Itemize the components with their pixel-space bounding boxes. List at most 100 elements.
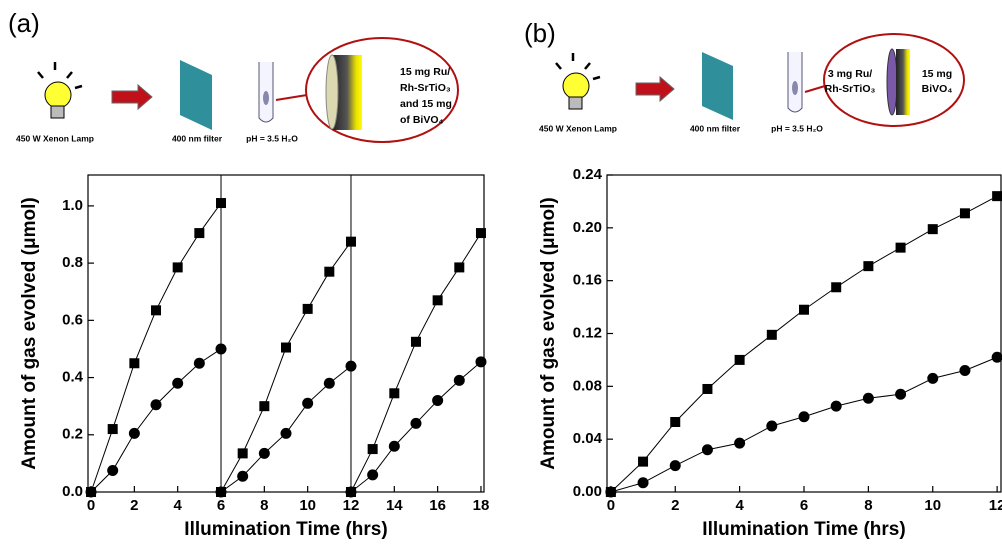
- marker: [475, 356, 487, 368]
- marker: [388, 440, 400, 452]
- y-axis-label: Amount of gas evolved (μmol): [538, 197, 559, 469]
- y-tick-label: 0.12: [573, 324, 602, 341]
- marker: [193, 357, 205, 369]
- marker: [281, 342, 291, 353]
- y-axis-label: Amount of gas evolved (μmol): [19, 197, 40, 469]
- marker: [302, 303, 313, 314]
- marker: [216, 198, 227, 209]
- marker: [830, 400, 842, 412]
- marker: [862, 392, 874, 404]
- x-tick-label: 2: [130, 497, 138, 514]
- marker: [280, 427, 292, 439]
- x-tick-label: 0: [87, 497, 95, 514]
- x-tick-label: 12: [989, 497, 1002, 514]
- solution-label: pH = 3.5 H₂O: [771, 123, 823, 133]
- marker: [151, 305, 162, 316]
- x-tick-label: 6: [800, 497, 808, 514]
- x-tick-label: 4: [735, 497, 744, 514]
- series-line: [610, 195, 998, 493]
- x-axis-label: Illumination Time (hrs): [702, 519, 905, 540]
- marker: [734, 354, 745, 365]
- marker: [766, 329, 777, 340]
- x-tick-label: 16: [429, 497, 446, 514]
- marker: [927, 372, 939, 384]
- bubble-text: Rh-SrTiO₃: [400, 82, 451, 94]
- bubble-text: BiVO₄: [922, 83, 953, 95]
- bubble-text: of BiVO₄: [400, 114, 444, 126]
- y-tick-label: 0.8: [62, 254, 83, 271]
- marker: [129, 358, 140, 369]
- bubble-text: 15 mg Ru/: [400, 66, 450, 78]
- panel-label: (b): [524, 18, 556, 48]
- marker: [85, 486, 97, 498]
- marker: [237, 470, 249, 482]
- series-line: [90, 348, 482, 494]
- marker: [605, 486, 617, 498]
- marker: [324, 266, 335, 277]
- x-tick-label: 8: [260, 497, 268, 514]
- x-tick-label: 0: [607, 497, 615, 514]
- marker: [323, 377, 335, 389]
- marker: [367, 444, 378, 455]
- marker: [475, 228, 486, 239]
- y-tick-label: 1.0: [62, 197, 83, 214]
- plot-frame: [606, 174, 1002, 493]
- marker: [194, 228, 205, 239]
- bubble-text: 15 mg: [922, 68, 952, 80]
- x-tick-label: 6: [217, 497, 225, 514]
- bubble-text: and 15 mg: [400, 98, 452, 110]
- y-tick-label: 0.00: [573, 483, 602, 500]
- solution-label: pH = 3.5 H₂O: [246, 133, 298, 143]
- schematic-b: (b) 450 W Xenon Lamp 400 nm filter pH = …: [524, 18, 965, 133]
- marker: [302, 397, 314, 409]
- marker: [895, 242, 906, 253]
- marker: [638, 456, 649, 467]
- marker: [107, 465, 119, 477]
- marker: [701, 444, 713, 456]
- x-tick-label: 2: [671, 497, 679, 514]
- y-tick-label: 0.0: [62, 483, 83, 500]
- marker: [959, 208, 970, 219]
- x-tick-label: 10: [924, 497, 941, 514]
- lamp-label: 450 W Xenon Lamp: [16, 133, 94, 143]
- marker: [345, 360, 357, 372]
- x-tick-label: 10: [299, 497, 316, 514]
- marker: [367, 469, 379, 481]
- marker: [927, 224, 938, 235]
- marker: [432, 394, 444, 406]
- marker: [150, 399, 162, 411]
- bubble-text: 3 mg Ru/: [828, 68, 872, 80]
- marker: [670, 416, 681, 427]
- marker: [345, 236, 356, 247]
- y-tick-label: 0.16: [573, 272, 602, 289]
- marker: [959, 364, 971, 376]
- marker: [215, 343, 227, 355]
- marker: [702, 383, 713, 394]
- marker: [172, 377, 184, 389]
- series-line: [610, 356, 998, 493]
- x-tick-label: 12: [343, 497, 360, 514]
- bubble-text: Rh-SrTiO₃: [825, 83, 876, 95]
- x-axis-label: Illumination Time (hrs): [184, 519, 387, 540]
- marker: [766, 420, 778, 432]
- y-tick-label: 0.4: [62, 369, 84, 386]
- marker: [453, 374, 465, 386]
- marker: [237, 448, 248, 459]
- marker: [831, 282, 842, 293]
- y-tick-label: 0.24: [573, 166, 603, 183]
- marker: [798, 411, 810, 423]
- marker: [128, 427, 140, 439]
- marker: [410, 417, 422, 429]
- marker: [863, 261, 874, 272]
- marker: [215, 486, 227, 498]
- x-tick-label: 14: [386, 497, 403, 514]
- filter-label: 400 nm filter: [690, 123, 741, 133]
- marker: [410, 336, 421, 347]
- y-tick-label: 0.08: [573, 377, 602, 394]
- filter-label: 400 nm filter: [172, 133, 223, 143]
- marker: [895, 388, 907, 400]
- marker: [992, 191, 1002, 202]
- marker: [345, 486, 357, 498]
- panel-label: (a): [8, 8, 40, 38]
